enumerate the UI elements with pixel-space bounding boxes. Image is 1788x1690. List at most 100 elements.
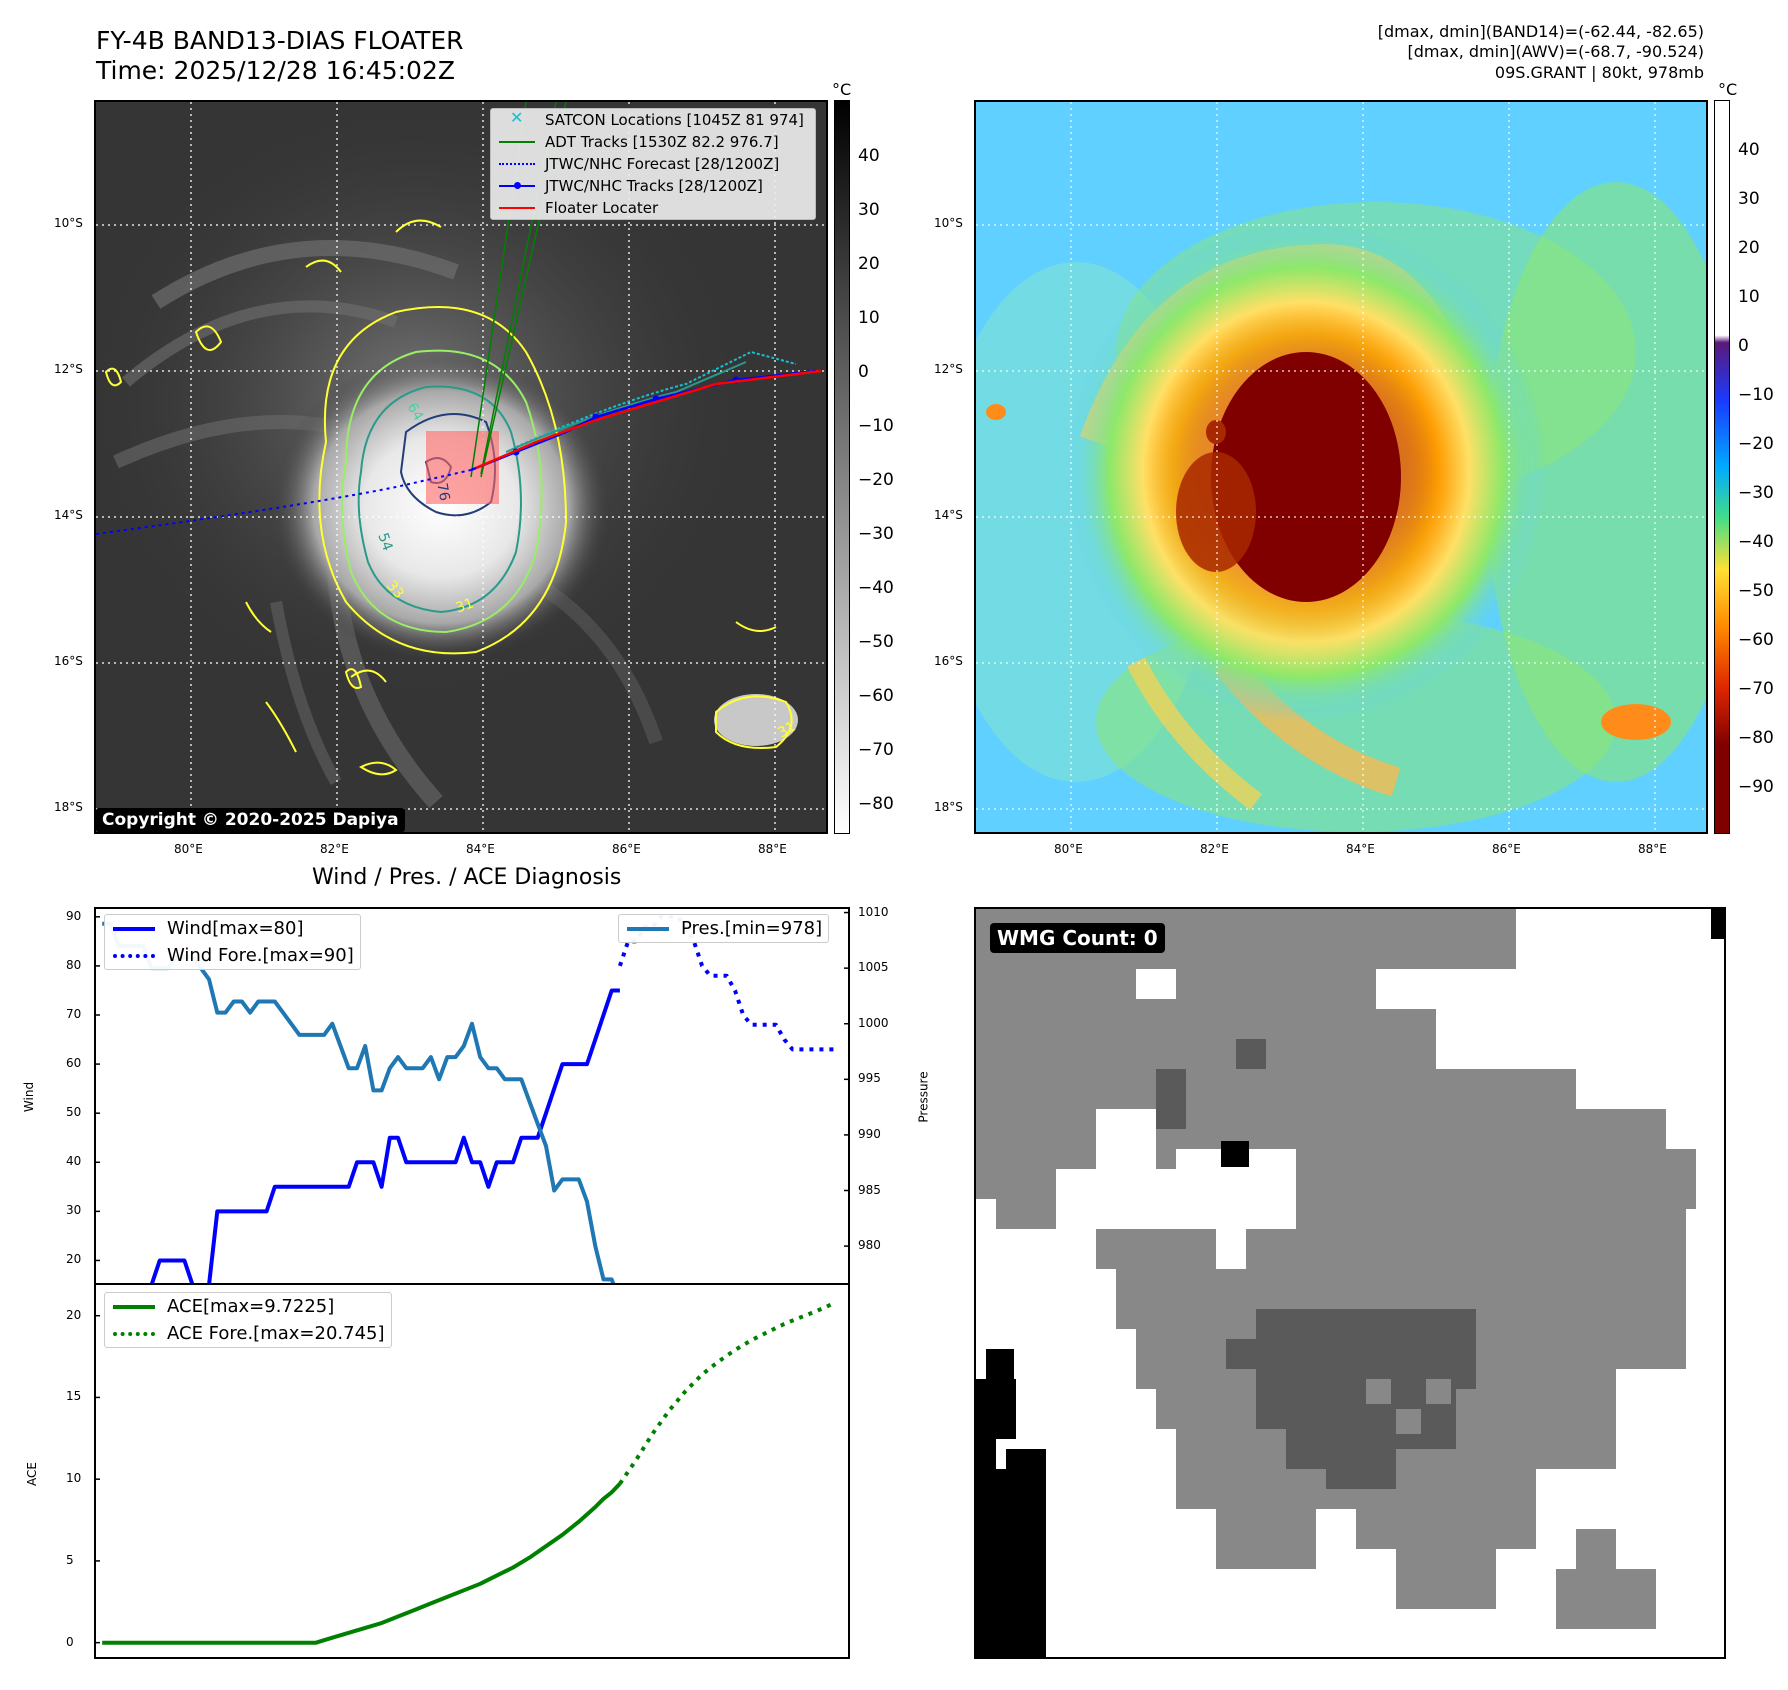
legend-item-forecast: JTWC/NHC Forecast [28/1200Z] xyxy=(491,153,815,175)
pressure-tick-label: 1010 xyxy=(858,904,889,919)
wmg-count-badge: WMG Count: 0 xyxy=(990,923,1165,953)
ace-legend: ACE[max=9.7225] ACE Fore.[max=20.745] xyxy=(104,1292,392,1348)
ir-lon-tick: 86°E xyxy=(612,842,641,856)
ir-cbar-tick: 40 xyxy=(858,146,880,166)
awv-lat-tick: 18°S xyxy=(934,800,963,814)
awv-lon-tick: 84°E xyxy=(1346,842,1375,856)
awv-lon-tick: 80°E xyxy=(1054,842,1083,856)
ir-cbar-tick: −50 xyxy=(858,632,894,652)
ace-tick-label: 15 xyxy=(66,1389,82,1404)
pressure-tick-label: 985 xyxy=(858,1182,881,1197)
ace-series-line-0 xyxy=(102,1482,622,1645)
legend-item-satcon: ✕ SATCON Locations [1045Z 81 974] xyxy=(510,108,804,129)
wind-tick-label: 60 xyxy=(66,1056,82,1071)
series-line-0 xyxy=(102,988,620,1285)
awv-cbar-tick: −50 xyxy=(1738,581,1774,601)
awv-lat-tick: 14°S xyxy=(934,508,963,522)
legend-label: ADT Tracks [1530Z 82.2 976.7] xyxy=(545,133,779,151)
ir-cbar-tick: −20 xyxy=(858,470,894,490)
legend-item-adt: ADT Tracks [1530Z 82.2 976.7] xyxy=(491,131,815,153)
ir-cbar-tick: −40 xyxy=(858,578,894,598)
legend-label: Pres.[min=978] xyxy=(681,918,823,939)
ir-cbar-tick: −70 xyxy=(858,740,894,760)
awv-lon-tick: 88°E xyxy=(1638,842,1667,856)
wind-tick-label: 50 xyxy=(66,1105,82,1120)
awv-cbar-tick: −40 xyxy=(1738,532,1774,552)
ir-satellite-panel: 64 54 76 33 31 31 ✕ SATCON Locations [10… xyxy=(94,100,828,834)
wind-tick-label: 20 xyxy=(66,1252,82,1267)
wmg-panel: WMG Count: 0 xyxy=(974,907,1726,1659)
legend-label: JTWC/NHC Forecast [28/1200Z] xyxy=(545,155,780,173)
ir-cbar-tick: −30 xyxy=(858,524,894,544)
ir-cbar-tick: 10 xyxy=(858,308,880,328)
ir-lon-tick: 84°E xyxy=(466,842,495,856)
pressure-axis-label: Pressure xyxy=(916,1071,931,1123)
wind-tick-label: 40 xyxy=(66,1154,82,1169)
ir-cbar-tick: −80 xyxy=(858,794,894,814)
ace-tick-label: 0 xyxy=(66,1634,74,1649)
legend-item-pressure: Pres.[min=978] xyxy=(619,915,828,942)
info-band14: [dmax, dmin](BAND14)=(-62.44, -82.65) xyxy=(1377,22,1704,41)
wind-tick-label: 70 xyxy=(66,1007,82,1021)
wind-tick-label: 80 xyxy=(66,957,82,972)
legend-label: JTWC/NHC Tracks [28/1200Z] xyxy=(545,177,763,195)
awv-colorbar-unit: °C xyxy=(1718,80,1738,99)
awv-cbar-tick: −80 xyxy=(1738,728,1774,748)
awv-cbar-tick: −30 xyxy=(1738,483,1774,503)
ir-lat-tick: 18°S xyxy=(54,800,83,814)
legend-item-tracks: JTWC/NHC Tracks [28/1200Z] xyxy=(491,175,815,197)
ir-colorbar-unit: °C xyxy=(832,80,852,99)
pressure-tick-label: 980 xyxy=(858,1238,881,1253)
awv-cbar-tick: 30 xyxy=(1738,189,1760,209)
awv-cbar-tick: 10 xyxy=(1738,287,1760,307)
ace-tick-label: 5 xyxy=(66,1552,74,1567)
ir-cbar-tick: 30 xyxy=(858,200,880,220)
pressure-legend: Pres.[min=978] xyxy=(618,914,830,943)
awv-cbar-tick: −70 xyxy=(1738,679,1774,699)
ir-lat-tick: 10°S xyxy=(54,216,83,230)
awv-lon-tick: 82°E xyxy=(1200,842,1229,856)
ir-cbar-tick: 0 xyxy=(858,362,869,382)
ir-lon-tick: 82°E xyxy=(320,842,349,856)
pressure-tick-label: 995 xyxy=(858,1071,881,1086)
chart-time: Time: 2025/12/28 16:45:02Z xyxy=(96,56,455,85)
legend-item-ace-forecast: ACE Fore.[max=20.745] xyxy=(105,1320,391,1347)
awv-cbar-tick: 40 xyxy=(1738,140,1760,160)
ir-cbar-tick: 20 xyxy=(858,254,880,274)
ir-cbar-tick: −10 xyxy=(858,416,894,436)
legend-label: SATCON Locations [1045Z 81 974] xyxy=(545,111,804,129)
legend-label: Wind Fore.[max=90] xyxy=(167,945,354,966)
awv-cbar-tick: −20 xyxy=(1738,434,1774,454)
legend-item-wind: Wind[max=80] xyxy=(105,915,360,942)
ir-lat-tick: 16°S xyxy=(54,654,83,668)
awv-cbar-tick: 0 xyxy=(1738,336,1749,356)
awv-lon-tick: 86°E xyxy=(1492,842,1521,856)
ir-lon-tick: 88°E xyxy=(758,842,787,856)
awv-lat-tick: 10°S xyxy=(934,216,963,230)
ace-tick-label: 10 xyxy=(66,1471,82,1486)
wind-tick-label: 30 xyxy=(66,1203,82,1218)
chart-title: FY-4B BAND13-DIAS FLOATER xyxy=(96,26,464,55)
contour-label-76: 76 xyxy=(433,481,453,503)
legend-label: Wind[max=80] xyxy=(167,918,304,939)
awv-colorbar xyxy=(1714,100,1730,834)
wind-tick-label: 90 xyxy=(66,908,82,923)
pressure-tick-label: 1000 xyxy=(858,1015,889,1030)
legend-label: ACE Fore.[max=20.745] xyxy=(167,1323,385,1344)
legend-item-floater: Floater Locater xyxy=(491,197,815,219)
pressure-tick-label: 990 xyxy=(858,1126,881,1141)
info-awv: [dmax, dmin](AWV)=(-68.7, -90.524) xyxy=(1407,42,1704,61)
awv-lat-tick: 12°S xyxy=(934,362,963,376)
copyright-badge: Copyright © 2020-2025 Dapiya xyxy=(96,808,405,832)
wmg-grid-image xyxy=(976,909,1724,1657)
legend-item-wind-forecast: Wind Fore.[max=90] xyxy=(105,942,360,969)
awv-satellite-panel xyxy=(974,100,1708,834)
pressure-tick-label: 1005 xyxy=(858,960,889,975)
awv-cbar-tick: −90 xyxy=(1738,777,1774,797)
ir-legend: ✕ SATCON Locations [1045Z 81 974] ADT Tr… xyxy=(490,108,816,220)
wind-pressure-chart xyxy=(94,907,850,1285)
awv-cbar-tick: −60 xyxy=(1738,630,1774,650)
ir-lat-tick: 12°S xyxy=(54,362,83,376)
info-storm: 09S.GRANT | 80kt, 978mb xyxy=(1494,63,1704,82)
ir-lon-tick: 80°E xyxy=(174,842,203,856)
